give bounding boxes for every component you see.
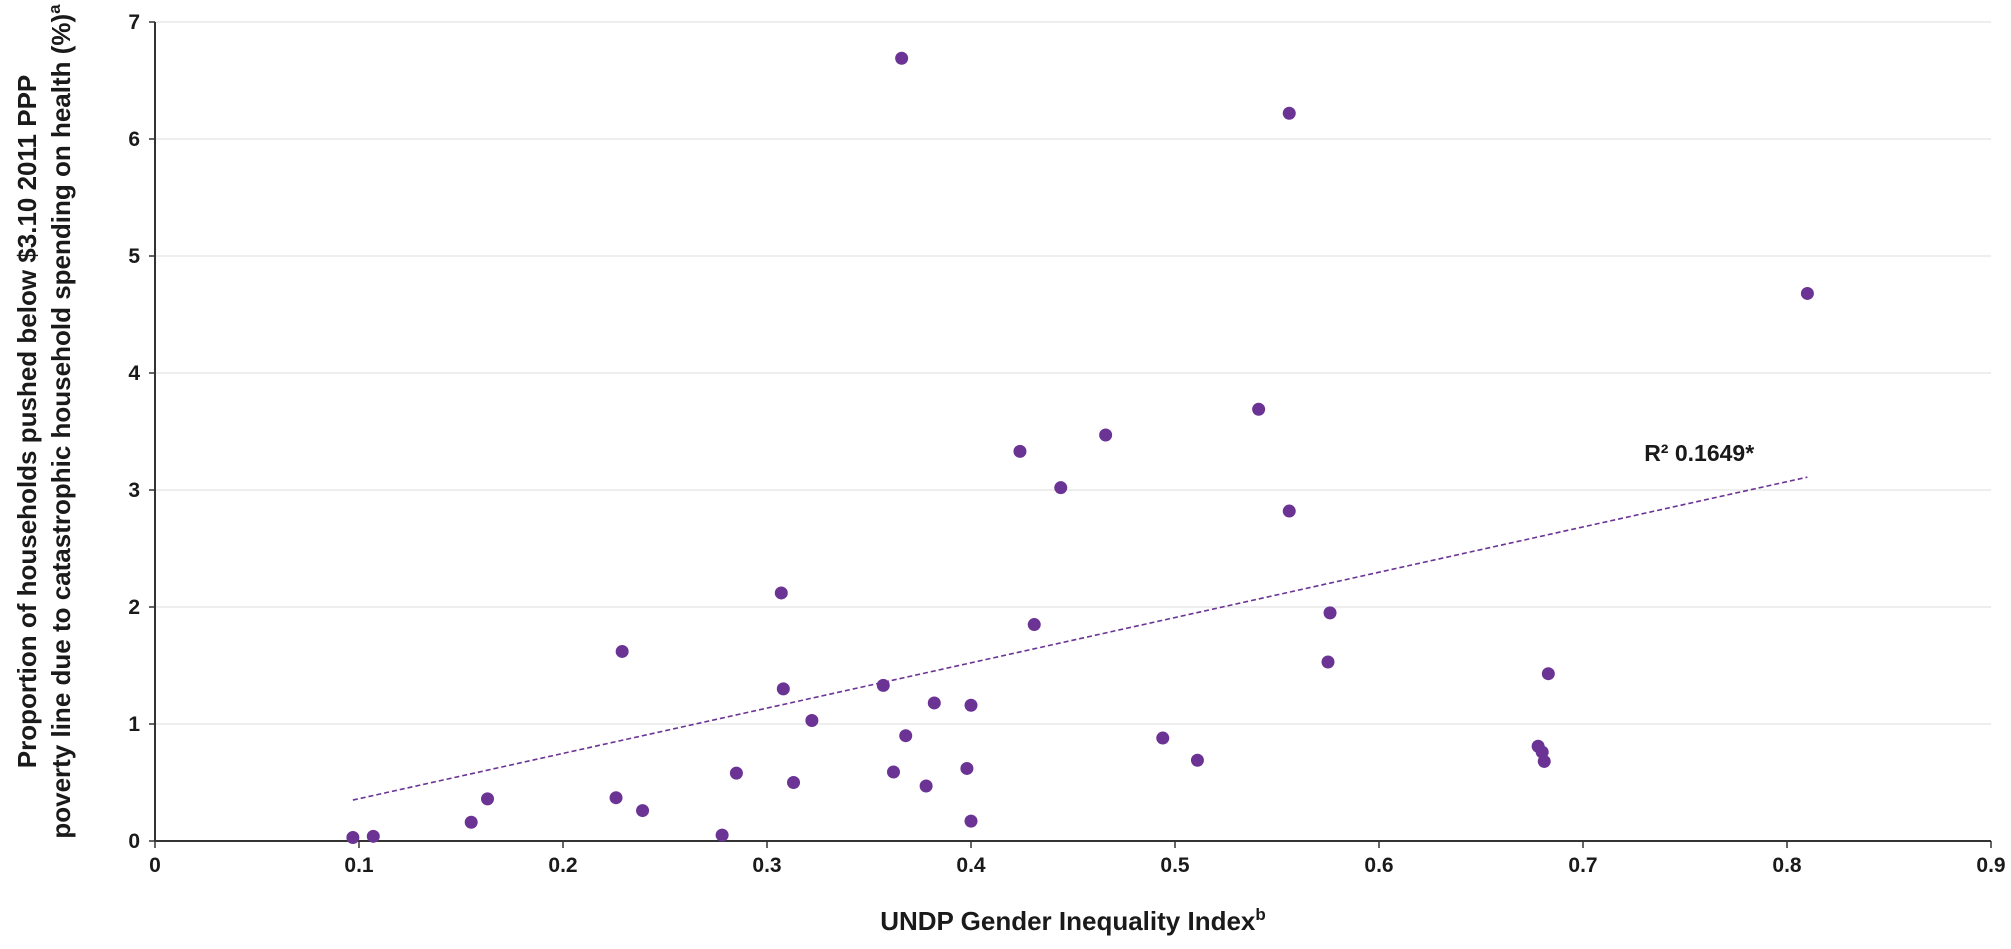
data-point [964,698,978,712]
data-point [346,830,360,844]
x-tick-label: 0.7 [1568,854,1597,877]
data-point [805,713,819,727]
data-point [927,696,941,710]
data-point [481,792,495,806]
y-tick-label: 4 [128,362,140,385]
r-squared-annotation: R² 0.1649* [1644,440,1754,466]
y-tick-label: 3 [128,479,140,502]
trendline [352,476,1808,801]
data-point [919,779,933,793]
y-axis-title-line-1: Proportion of households pushed below $3… [12,75,42,768]
x-tick-label: 0.8 [1772,854,1802,877]
data-point [774,586,788,600]
x-tick-label: 0.6 [1364,854,1393,877]
data-point [787,776,801,789]
data-point [776,682,790,696]
x-axis-title-superscript: b [1255,905,1265,924]
axes [154,22,1991,842]
y-axis-title-superscript: a [45,4,64,14]
y-tick-label: 2 [128,596,140,619]
x-tick-label: 0.1 [344,854,374,877]
data-points [346,51,1814,844]
data-point [1027,618,1041,632]
data-point [366,829,380,843]
data-point [895,51,909,65]
x-tick-label: 0.5 [1160,854,1190,877]
x-tick-label: 0.9 [1976,854,2005,877]
data-point [636,804,650,818]
y-tick-label: 1 [128,713,140,736]
data-point [1321,655,1335,669]
data-point [886,765,900,779]
data-point [1099,428,1113,442]
data-point [876,678,890,692]
trendline-group [352,476,1808,801]
x-tick-label: 0.4 [956,854,986,877]
x-axis-title: UNDP Gender Inequality Indexb [880,905,1266,936]
tick-labels: 0 0.1 0.2 0.3 0.4 0.5 0.6 0.7 0.8 0.9 0 1 2 3 4 5 6 7 [128,11,2005,877]
data-point [1537,754,1551,768]
data-point [964,814,978,828]
data-point [1156,731,1170,745]
data-point [1013,444,1027,458]
x-tick-label: 0 [149,854,161,877]
data-point [1541,667,1555,681]
y-tick-label: 7 [128,11,140,34]
y-tick-label: 0 [128,830,140,853]
x-tick-label: 0.3 [752,854,781,877]
data-point [1323,606,1337,620]
data-point [1282,504,1296,518]
data-point [899,729,913,743]
data-point [1054,481,1068,495]
data-point [1252,402,1266,416]
x-tick-label: 0.2 [548,854,577,877]
data-point [464,815,478,829]
y-axis-title-line-2-text: poverty line due to catastrophic househo… [46,14,76,839]
y-tick-label: 5 [128,245,140,268]
data-point [715,828,729,842]
x-axis-title-text: UNDP Gender Inequality Index [880,906,1256,936]
y-axis-title-line-2: poverty line due to catastrophic househo… [45,4,76,839]
data-point [615,644,629,658]
data-point [1800,286,1814,300]
data-point [729,766,743,780]
data-point [1282,106,1296,120]
data-point [960,761,974,775]
gridlines [155,21,1991,725]
y-tick-label: 6 [128,128,140,151]
data-point [1190,753,1204,767]
data-point [609,791,623,805]
